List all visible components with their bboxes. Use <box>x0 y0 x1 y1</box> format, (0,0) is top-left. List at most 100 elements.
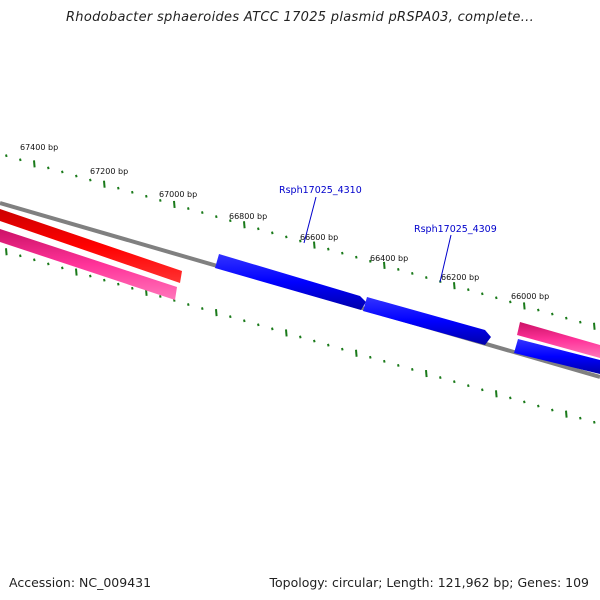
major-tick <box>33 160 36 168</box>
minor-tick <box>481 292 484 296</box>
major-tick <box>75 268 78 276</box>
minor-tick <box>579 320 582 324</box>
map-title: Rhodobacter sphaeroides ATCC 17025 plasm… <box>65 10 535 25</box>
major-tick <box>383 261 386 269</box>
minor-tick <box>551 312 554 316</box>
minor-tick <box>187 207 190 210</box>
minor-tick <box>341 251 344 255</box>
tick-label: 66000 bp <box>511 292 549 301</box>
minor-tick <box>453 380 456 384</box>
gene-label: Rsph17025_4309 <box>414 224 497 235</box>
gene-label-leader <box>439 234 452 283</box>
minor-tick <box>257 323 260 327</box>
major-tick <box>495 390 498 398</box>
minor-tick <box>117 186 120 190</box>
gene-label-leader <box>303 196 317 244</box>
minor-tick <box>243 319 246 323</box>
accession-text: Accession: NC_009431 <box>9 575 152 590</box>
minor-tick <box>75 174 78 178</box>
minor-tick <box>285 235 288 239</box>
tick-labels: 67400 bp 67200 bp 67000 bp 66800 bp 6660… <box>20 143 549 301</box>
inner-tick-track <box>5 248 596 424</box>
gene-rsph17025-4309[interactable] <box>363 297 491 345</box>
minor-tick <box>271 327 274 331</box>
major-tick <box>453 282 456 290</box>
minor-tick <box>89 274 92 278</box>
minor-tick <box>537 404 540 408</box>
minor-tick <box>509 300 512 304</box>
minor-tick <box>103 278 106 282</box>
minor-tick <box>187 303 190 306</box>
tick-label: 66200 bp <box>441 273 479 282</box>
minor-tick <box>495 296 498 300</box>
gene-rsph17025-4310[interactable] <box>215 254 366 310</box>
major-tick <box>5 248 8 256</box>
tick-label: 66600 bp <box>300 233 338 242</box>
minor-tick <box>159 198 162 202</box>
outer-tick-track <box>5 154 596 330</box>
major-tick <box>523 302 526 310</box>
major-tick <box>103 180 106 188</box>
minor-tick <box>593 420 596 424</box>
gene-label: Rsph17025_4310 <box>279 185 362 196</box>
minor-tick <box>145 194 148 198</box>
minor-tick <box>369 355 372 359</box>
forward-strand-genes <box>215 254 600 374</box>
tick-label: 67000 bp <box>159 190 197 199</box>
major-tick <box>215 309 218 317</box>
minor-tick <box>439 376 442 380</box>
major-tick <box>313 241 316 249</box>
minor-tick <box>537 308 540 312</box>
blue-gene[interactable] <box>514 339 600 374</box>
minor-tick <box>299 239 302 243</box>
minor-tick <box>61 266 64 270</box>
minor-tick <box>47 166 50 170</box>
minor-tick <box>19 254 22 258</box>
minor-tick <box>341 347 344 351</box>
minor-tick <box>411 272 414 275</box>
minor-tick <box>327 343 330 347</box>
major-tick <box>285 329 288 337</box>
minor-tick <box>299 335 302 339</box>
minor-tick <box>271 231 274 235</box>
minor-tick <box>19 158 22 162</box>
minor-tick <box>131 286 134 290</box>
tick-label: 67400 bp <box>20 143 58 152</box>
minor-tick <box>47 262 50 266</box>
red-gene[interactable] <box>0 209 182 283</box>
minor-tick <box>89 178 92 182</box>
pink-gene[interactable] <box>0 229 177 300</box>
minor-tick <box>565 316 568 320</box>
pink-gene[interactable] <box>517 322 600 358</box>
minor-tick <box>5 154 8 158</box>
major-tick <box>425 369 428 378</box>
minor-tick <box>425 276 428 279</box>
minor-tick <box>327 247 330 251</box>
tick-label: 67200 bp <box>90 167 128 176</box>
minor-tick <box>411 368 414 371</box>
minor-tick <box>61 170 64 174</box>
minor-tick <box>201 307 204 311</box>
tick-label: 66400 bp <box>370 254 408 263</box>
minor-tick <box>467 384 470 388</box>
minor-tick <box>523 400 526 404</box>
minor-tick <box>509 396 512 400</box>
minor-tick <box>215 215 218 219</box>
minor-tick <box>117 282 120 286</box>
minor-tick <box>369 259 372 263</box>
reverse-strand-genes <box>0 209 600 358</box>
minor-tick <box>467 288 470 292</box>
minor-tick <box>397 363 400 367</box>
minor-tick <box>131 190 134 194</box>
minor-tick <box>397 267 400 271</box>
gene-labels: Rsph17025_4310 Rsph17025_4309 <box>279 185 497 283</box>
minor-tick <box>159 294 162 298</box>
minor-tick <box>229 315 232 319</box>
major-tick <box>243 221 246 229</box>
major-tick <box>355 349 358 357</box>
major-tick <box>565 410 568 418</box>
minor-tick <box>313 339 316 343</box>
minor-tick <box>33 258 36 262</box>
minor-tick <box>229 219 232 223</box>
